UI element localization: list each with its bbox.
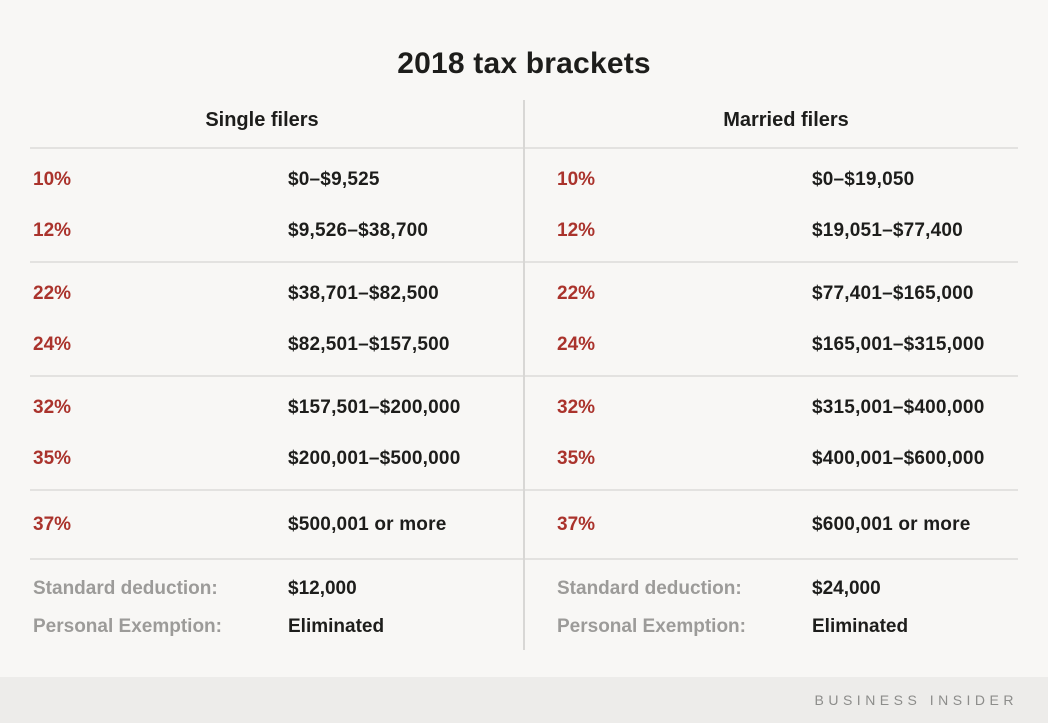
table-row: 10% $0–$9,525 10% $0–$19,050 xyxy=(0,154,1048,205)
page-title: 2018 tax brackets xyxy=(397,47,651,81)
table-row: 24% $82,501–$157,500 24% $165,001–$315,0… xyxy=(0,319,1048,370)
income-range: $0–$9,525 xyxy=(288,168,380,190)
tax-rate-label: 24% xyxy=(33,333,72,355)
tax-rate-label: 35% xyxy=(33,447,72,469)
income-range: $157,501–$200,000 xyxy=(288,396,461,418)
bracket-group-1: 10% $0–$9,525 10% $0–$19,050 12% $9,526–… xyxy=(0,149,1048,261)
income-range: $0–$19,050 xyxy=(812,168,915,190)
vertical-column-divider xyxy=(523,100,525,650)
business-insider-logo: BUSINESS INSIDER xyxy=(814,692,1018,708)
bracket-cell-married: 37% $600,001 or more xyxy=(524,514,1048,536)
table-row: 37% $500,001 or more 37% $600,001 or mor… xyxy=(0,499,1048,550)
income-range: $315,001–$400,000 xyxy=(812,396,985,418)
footer-bar: BUSINESS INSIDER xyxy=(0,677,1048,723)
income-range: $82,501–$157,500 xyxy=(288,333,450,355)
tax-rate-label: 32% xyxy=(33,396,72,418)
tax-rate-label: 24% xyxy=(557,333,596,355)
table-row: 22% $38,701–$82,500 22% $77,401–$165,000 xyxy=(0,268,1048,319)
income-range: $200,001–$500,000 xyxy=(288,447,461,469)
bracket-cell-married: 24% $165,001–$315,000 xyxy=(524,334,1048,356)
personal-exemption-value: Eliminated xyxy=(812,616,909,637)
tax-rate-label: 37% xyxy=(557,513,596,535)
table-row: 35% $200,001–$500,000 35% $400,001–$600,… xyxy=(0,433,1048,484)
standard-deduction-value: $12,000 xyxy=(288,578,357,599)
personal-exemption-label: Personal Exemption: xyxy=(33,616,222,637)
bracket-cell-married: 12% $19,051–$77,400 xyxy=(524,220,1048,242)
tax-rate-label: 10% xyxy=(33,168,72,190)
column-header-married: Married filers xyxy=(723,109,849,131)
exemption-cell-married: Personal Exemption: Eliminated xyxy=(524,616,1048,638)
bracket-cell-married: 22% $77,401–$165,000 xyxy=(524,283,1048,305)
income-range: $600,001 or more xyxy=(812,513,971,535)
income-range: $19,051–$77,400 xyxy=(812,219,963,241)
standard-deduction-row: Standard deduction: $12,000 Standard ded… xyxy=(0,570,1048,608)
bracket-cell-married: 35% $400,001–$600,000 xyxy=(524,448,1048,470)
bracket-cell-married: 32% $315,001–$400,000 xyxy=(524,397,1048,419)
tax-rate-label: 37% xyxy=(33,513,72,535)
bracket-group-3: 32% $157,501–$200,000 32% $315,001–$400,… xyxy=(0,377,1048,489)
personal-exemption-label: Personal Exemption: xyxy=(557,616,746,637)
exemption-cell-single: Personal Exemption: Eliminated xyxy=(0,616,524,638)
deduction-cell-married: Standard deduction: $24,000 xyxy=(524,578,1048,600)
column-header-single: Single filers xyxy=(205,109,319,131)
bracket-cell-single: 10% $0–$9,525 xyxy=(0,169,524,191)
income-range: $400,001–$600,000 xyxy=(812,447,985,469)
income-range: $38,701–$82,500 xyxy=(288,282,439,304)
bracket-cell-single: 35% $200,001–$500,000 xyxy=(0,448,524,470)
tax-rate-label: 10% xyxy=(557,168,596,190)
bracket-cell-single: 32% $157,501–$200,000 xyxy=(0,397,524,419)
tax-brackets-table: Single filers Married filers 10% $0–$9,5… xyxy=(0,100,1048,650)
income-range: $9,526–$38,700 xyxy=(288,219,429,241)
tax-rate-label: 12% xyxy=(33,219,72,241)
personal-exemption-value: Eliminated xyxy=(288,616,385,637)
tax-rate-label: 22% xyxy=(557,282,596,304)
bracket-cell-married: 10% $0–$19,050 xyxy=(524,169,1048,191)
tax-rate-label: 35% xyxy=(557,447,596,469)
standard-deduction-label: Standard deduction: xyxy=(557,578,742,599)
deductions-section: Standard deduction: $12,000 Standard ded… xyxy=(0,560,1048,646)
tax-rate-label: 12% xyxy=(557,219,596,241)
income-range: $500,001 or more xyxy=(288,513,447,535)
bracket-group-2: 22% $38,701–$82,500 22% $77,401–$165,000… xyxy=(0,263,1048,375)
income-range: $165,001–$315,000 xyxy=(812,333,985,355)
bracket-group-4: 37% $500,001 or more 37% $600,001 or mor… xyxy=(0,491,1048,558)
tax-rate-label: 32% xyxy=(557,396,596,418)
table-row: 32% $157,501–$200,000 32% $315,001–$400,… xyxy=(0,382,1048,433)
column-header-row: Single filers Married filers xyxy=(0,100,1048,147)
personal-exemption-row: Personal Exemption: Eliminated Personal … xyxy=(0,608,1048,646)
standard-deduction-value: $24,000 xyxy=(812,578,881,599)
deduction-cell-single: Standard deduction: $12,000 xyxy=(0,578,524,600)
table-row: 12% $9,526–$38,700 12% $19,051–$77,400 xyxy=(0,205,1048,256)
bracket-cell-single: 24% $82,501–$157,500 xyxy=(0,334,524,356)
tax-rate-label: 22% xyxy=(33,282,72,304)
standard-deduction-label: Standard deduction: xyxy=(33,578,218,599)
bracket-cell-single: 22% $38,701–$82,500 xyxy=(0,283,524,305)
bracket-cell-single: 12% $9,526–$38,700 xyxy=(0,220,524,242)
income-range: $77,401–$165,000 xyxy=(812,282,974,304)
bracket-cell-single: 37% $500,001 or more xyxy=(0,514,524,536)
